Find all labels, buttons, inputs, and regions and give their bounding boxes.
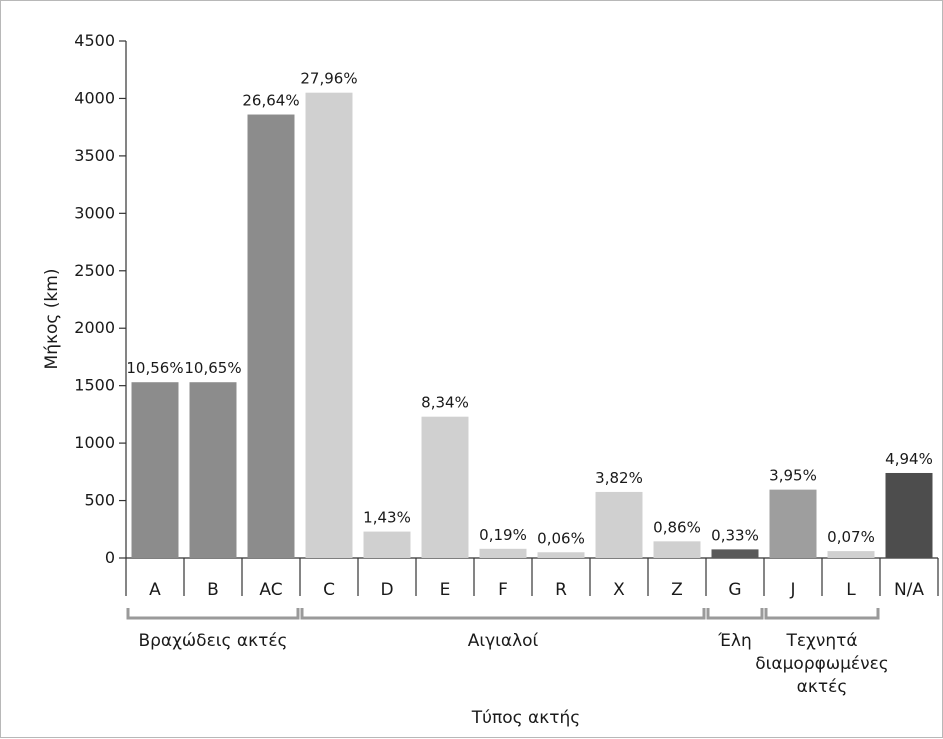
category-label: G [728,580,741,600]
category-label: N/A [894,580,924,600]
category-label: D [380,580,393,600]
category-label: B [207,580,219,600]
data-label: 4,94% [885,450,933,468]
bar-e [421,416,469,558]
y-tick-label: 4000 [74,88,115,107]
group-label: Αιγιαλοί [468,631,539,651]
y-tick-label: 1000 [74,433,115,452]
bar-l [827,551,875,558]
y-tick-label: 2000 [74,318,115,337]
data-label: 10,65% [184,359,241,377]
group-bracket [300,608,706,620]
category-label: L [846,580,856,600]
category-label: Z [671,580,683,600]
y-tick-label: 3500 [74,146,115,165]
y-tick-label: 0 [105,548,115,567]
group-label: Τεχνητά [785,631,857,651]
y-tick-label: 4500 [74,31,115,50]
data-label: 8,34% [421,394,469,412]
category-label: X [613,580,625,600]
y-tick-label: 500 [84,491,115,510]
x-axis-title: Τύπος ακτής [471,708,580,728]
category-label: C [323,580,335,600]
data-label: 26,64% [242,92,299,110]
data-labels-group: 10,56% 10,65% 26,64%27,96% 1,43% 8,34% 0,19% 0… [126,70,932,548]
data-label: 0,19% [479,526,527,544]
y-axis-title: Μήκος (km) [42,269,62,370]
bar-a [131,382,179,558]
bar-ac [247,114,295,558]
bar-na [885,472,933,558]
group-label: διαμορφωμένες [755,654,889,674]
category-label: R [555,580,567,600]
bar-b [189,382,237,558]
category-label: J [789,580,795,600]
category-labels-group: A B AC C D E F R X Z G J L N/A [149,580,924,600]
bar-j [769,489,817,558]
group-label: Έλη [717,631,752,651]
bar-c [305,92,353,558]
data-label: 0,86% [653,518,701,536]
data-label: 3,95% [769,467,817,485]
bar-x [595,491,643,558]
y-tick-label: 1500 [74,376,115,395]
bar-r [537,552,585,558]
group-bracket [126,608,300,620]
category-label: A [149,580,161,600]
data-label: 10,56% [126,359,183,377]
bar-d [363,531,411,558]
bar-z [653,541,701,558]
group-bracket [706,608,764,620]
y-tick-label: 3000 [74,203,115,222]
data-label: 27,96% [300,70,357,88]
group-label: Βραχώδεις ακτές [138,631,287,651]
category-label: E [440,580,451,600]
data-label: 1,43% [363,509,411,527]
group-bracket [764,608,880,620]
data-label: 3,82% [595,469,643,487]
group-label: ακτές [797,677,848,697]
bars-group [131,92,933,558]
y-tick-label: 2500 [74,261,115,280]
data-label: 0,07% [827,528,875,546]
bar-g [711,549,759,558]
bar-f [479,548,527,558]
data-label: 0,33% [711,526,759,544]
group-brackets: Βραχώδεις ακτές Αιγιαλοί Έλη Τεχνητά διαμορφ… [126,608,889,697]
category-label: AC [259,580,282,600]
category-label: F [498,580,508,600]
data-label: 0,06% [537,529,585,547]
